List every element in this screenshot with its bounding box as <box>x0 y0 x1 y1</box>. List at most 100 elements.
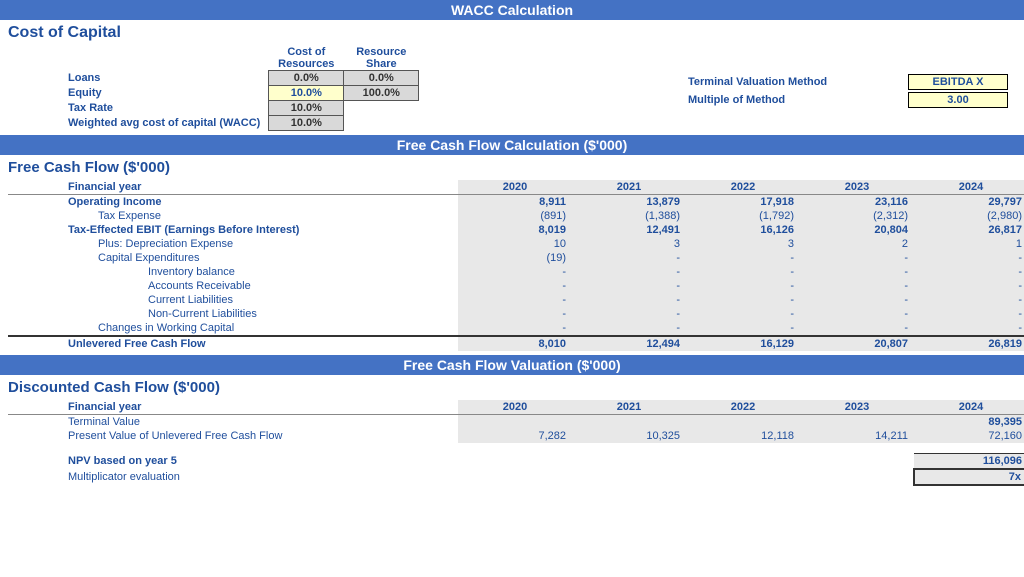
terminal-method-cell[interactable]: EBITDA X <box>908 74 1008 90</box>
fcf-cell: (2,980) <box>914 209 1024 223</box>
fcf-cell: - <box>914 265 1024 279</box>
fcf-row: Tax-Effected EBIT (Earnings Before Inter… <box>8 223 1024 237</box>
fcf-row: Operating Income8,91113,87917,91823,1162… <box>8 195 1024 210</box>
section-title-cost-of-capital: Cost of Capital <box>0 20 1024 46</box>
fcf-cell: - <box>572 293 686 307</box>
header-resource-share: Resource Share <box>344 46 419 71</box>
fcf-cell: 12,494 <box>572 336 686 351</box>
fcf-year-header: 2024 <box>914 180 1024 195</box>
fcf-cell: 8,019 <box>458 223 572 237</box>
dcf-year-header: 2022 <box>686 400 800 415</box>
loans-cost-cell[interactable]: 0.0% <box>269 71 344 86</box>
wacc-cell[interactable]: 10.0% <box>269 116 344 131</box>
fcf-cell: - <box>458 293 572 307</box>
dcf-year-label: Financial year <box>8 400 458 415</box>
fcf-cell: - <box>686 307 800 321</box>
terminal-valuation-block: Terminal Valuation Method EBITDA X Multi… <box>488 46 1016 110</box>
fcf-cell: 29,797 <box>914 195 1024 210</box>
fcf-cell: - <box>800 321 914 336</box>
fcf-cell: - <box>914 251 1024 265</box>
fcf-cell: - <box>572 251 686 265</box>
row-equity-label: Equity <box>8 86 269 101</box>
fcf-cell: 8,010 <box>458 336 572 351</box>
npv-row: NPV based on year 5 116,096 <box>8 453 1024 469</box>
fcf-cell: 26,819 <box>914 336 1024 351</box>
pv-cell: 14,211 <box>800 429 914 443</box>
fcf-cell: - <box>800 307 914 321</box>
terminal-multiple-cell[interactable]: 3.00 <box>908 92 1008 108</box>
fcf-cell: 23,116 <box>800 195 914 210</box>
terminal-multiple-label: Multiple of Method <box>688 94 908 106</box>
row-wacc-label: Weighted avg cost of capital (WACC) <box>8 116 269 131</box>
fcf-cell: (891) <box>458 209 572 223</box>
fcf-cell: - <box>458 307 572 321</box>
fcf-year-header: 2022 <box>686 180 800 195</box>
fcf-cell: 10 <box>458 237 572 251</box>
fcf-row: Capital Expenditures(19)---- <box>8 251 1024 265</box>
fcf-cell: - <box>800 265 914 279</box>
fcf-year-header: 2023 <box>800 180 914 195</box>
fcf-cell: - <box>686 321 800 336</box>
multiplicator-row: Multiplicator evaluation 7x <box>8 469 1024 485</box>
fcf-row: Current Liabilities----- <box>8 293 1024 307</box>
fcf-cell: - <box>914 307 1024 321</box>
equity-share-cell[interactable]: 100.0% <box>344 86 419 101</box>
fcf-cell: 1 <box>914 237 1024 251</box>
fcf-cell: - <box>800 293 914 307</box>
fcf-cell: - <box>572 265 686 279</box>
fcf-row: Inventory balance----- <box>8 265 1024 279</box>
fcf-cell: - <box>914 279 1024 293</box>
terminal-method-label: Terminal Valuation Method <box>688 76 908 88</box>
npv-value-cell: 116,096 <box>914 453 1024 469</box>
fcf-row: Non-Current Liabilities----- <box>8 307 1024 321</box>
loans-share-cell[interactable]: 0.0% <box>344 71 419 86</box>
fcf-table: Financial year 20202021202220232024 Oper… <box>8 180 1024 351</box>
fcf-cell: - <box>686 279 800 293</box>
fcf-year-header: 2020 <box>458 180 572 195</box>
banner-wacc: WACC Calculation <box>0 0 1024 20</box>
dcf-year-header: 2021 <box>572 400 686 415</box>
section-title-dcf: Discounted Cash Flow ($'000) <box>0 375 1024 400</box>
pv-row: Present Value of Unlevered Free Cash Flo… <box>8 429 1024 443</box>
terminal-value-row: Terminal Value 89,395 <box>8 415 1024 430</box>
fcf-cell: 12,491 <box>572 223 686 237</box>
fcf-cell: - <box>800 251 914 265</box>
equity-cost-cell[interactable]: 10.0% <box>269 86 344 101</box>
fcf-cell: 13,879 <box>572 195 686 210</box>
pv-cell: 72,160 <box>914 429 1024 443</box>
fcf-year-header: 2021 <box>572 180 686 195</box>
cost-of-capital-table: Cost of Resources Resource Share Loans 0… <box>8 46 488 131</box>
banner-fcf-calc: Free Cash Flow Calculation ($'000) <box>0 135 1024 155</box>
dcf-year-header: 2020 <box>458 400 572 415</box>
dcf-year-header: 2023 <box>800 400 914 415</box>
fcf-cell: 16,129 <box>686 336 800 351</box>
multiplicator-cell: 7x <box>914 469 1024 485</box>
fcf-cell: - <box>458 279 572 293</box>
fcf-cell: 3 <box>572 237 686 251</box>
fcf-cell: - <box>572 321 686 336</box>
fcf-cell: 3 <box>686 237 800 251</box>
fcf-row: Unlevered Free Cash Flow8,01012,49416,12… <box>8 336 1024 351</box>
fcf-cell: (1,792) <box>686 209 800 223</box>
pv-cell: 7,282 <box>458 429 572 443</box>
fcf-cell: - <box>914 321 1024 336</box>
taxrate-cell[interactable]: 10.0% <box>269 101 344 116</box>
fcf-row: Plus: Depreciation Expense103321 <box>8 237 1024 251</box>
fcf-cell: 26,817 <box>914 223 1024 237</box>
fcf-row: Accounts Receivable----- <box>8 279 1024 293</box>
pv-cell: 10,325 <box>572 429 686 443</box>
fcf-cell: - <box>572 307 686 321</box>
fcf-year-label: Financial year <box>8 180 458 195</box>
banner-fcf-val: Free Cash Flow Valuation ($'000) <box>0 355 1024 375</box>
fcf-cell: 8,911 <box>458 195 572 210</box>
fcf-cell: 20,804 <box>800 223 914 237</box>
fcf-row: Tax Expense(891)(1,388)(1,792)(2,312)(2,… <box>8 209 1024 223</box>
dcf-year-header: 2024 <box>914 400 1024 415</box>
fcf-cell: (1,388) <box>572 209 686 223</box>
fcf-cell: - <box>458 265 572 279</box>
fcf-cell: (2,312) <box>800 209 914 223</box>
fcf-cell: 16,126 <box>686 223 800 237</box>
terminal-value-cell: 89,395 <box>914 415 1024 430</box>
fcf-cell: - <box>800 279 914 293</box>
fcf-cell: - <box>686 293 800 307</box>
